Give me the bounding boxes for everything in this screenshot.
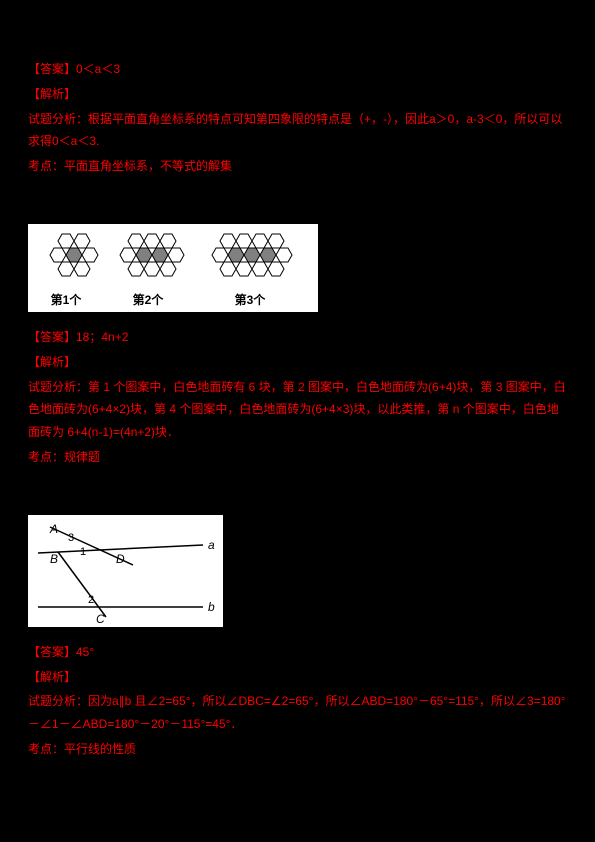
parallel-lines-figure: a b A B C D 1 2 3: [28, 515, 223, 627]
fig1-label1: 第1个: [51, 292, 83, 307]
keypoint-2: 考点：规律题: [28, 446, 567, 469]
answer-3: 【答案】45°: [28, 641, 567, 664]
hexagon-figure: 第1个 第2个: [28, 224, 318, 312]
analysis-label-3: 【解析】: [28, 666, 567, 689]
keypoint-3: 考点：平行线的性质: [28, 738, 567, 761]
fig1-label3: 第3个: [235, 292, 267, 307]
fig1-label2: 第2个: [133, 292, 165, 307]
label-D: D: [116, 552, 125, 566]
answer-2: 【答案】18；4n+2: [28, 326, 567, 349]
answer-1: 【答案】0＜a＜3: [28, 58, 567, 81]
label-A: A: [49, 522, 58, 536]
label-2: 2: [88, 594, 94, 606]
analysis-label-1: 【解析】: [28, 83, 567, 106]
label-b: b: [208, 600, 215, 614]
keypoint-1: 考点：平面直角坐标系，不等式的解集: [28, 155, 567, 178]
analysis-text-2: 试题分析：第 1 个图案中，白色地面砖有 6 块，第 2 图案中，白色地面砖为(…: [28, 376, 567, 444]
label-a: a: [208, 538, 215, 552]
analysis-text-3: 试题分析：因为a∥b 且∠2=65°，所以∠DBC=∠2=65°，所以∠ABD=…: [28, 690, 567, 736]
label-B: B: [50, 552, 58, 566]
label-3: 3: [68, 532, 74, 544]
label-C: C: [96, 612, 105, 626]
analysis-label-2: 【解析】: [28, 351, 567, 374]
analysis-text-1: 试题分析：根据平面直角坐标系的特点可知第四象限的特点是（+，-），因此a＞0，a…: [28, 108, 567, 154]
label-1: 1: [80, 546, 86, 558]
